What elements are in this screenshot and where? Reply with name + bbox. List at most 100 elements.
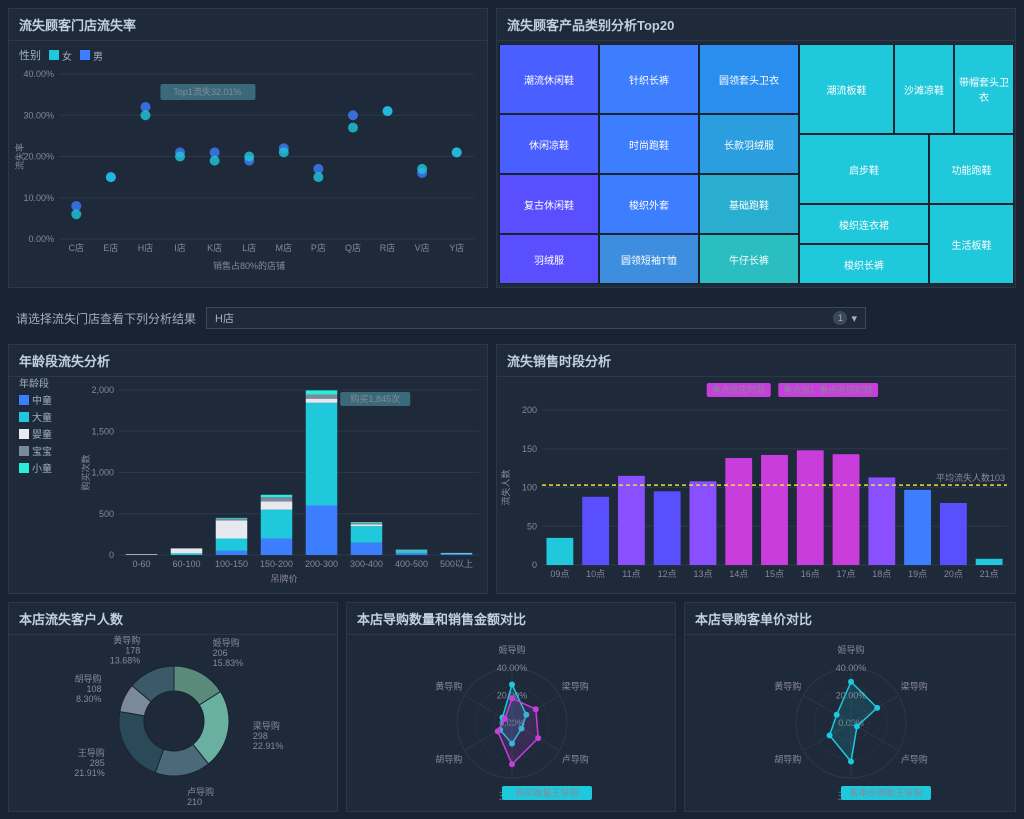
svg-text:购买数量王导购: 购买数量王导购 — [515, 787, 578, 798]
scatter-chart[interactable]: 0.00%10.00%20.00%30.00%40.00%流失率C店E店H店I店… — [9, 59, 489, 279]
svg-text:Q店: Q店 — [345, 242, 361, 253]
treemap-panel: 流失顾客产品类别分析Top20 潮流休闲鞋针织长裤圆领套头卫衣休闲凉鞋时尚跑鞋长… — [496, 8, 1016, 288]
svg-text:400-500: 400-500 — [395, 559, 428, 569]
svg-text:19点: 19点 — [908, 569, 927, 579]
svg-text:206: 206 — [213, 648, 228, 658]
treemap-cell[interactable]: 梭织长裤 — [799, 244, 929, 284]
svg-text:13.68%: 13.68% — [110, 655, 141, 665]
svg-text:500: 500 — [99, 509, 114, 519]
svg-text:12点: 12点 — [658, 569, 677, 579]
svg-text:11点: 11点 — [622, 569, 640, 579]
svg-text:重点巡店时段: 重点巡店时段 — [819, 384, 873, 395]
donut-panel: 本店流失客户人数 姬导购20615.83%梁导购29822.91%卢导购2101… — [8, 602, 338, 812]
svg-text:购买次数: 购买次数 — [80, 454, 91, 490]
svg-text:200-300: 200-300 — [305, 559, 338, 569]
selector-badge: 1 — [833, 311, 847, 325]
svg-text:16.14%: 16.14% — [187, 807, 218, 808]
svg-text:2,000: 2,000 — [91, 385, 114, 395]
svg-text:L店: L店 — [242, 242, 256, 253]
treemap-cell[interactable]: 启步鞋 — [799, 134, 929, 204]
svg-text:R店: R店 — [380, 242, 396, 253]
svg-text:胡导购: 胡导购 — [774, 754, 801, 765]
legend-swatch — [19, 463, 29, 473]
svg-text:150-200: 150-200 — [260, 559, 293, 569]
svg-text:梁导购: 梁导购 — [562, 681, 589, 692]
treemap-cell[interactable]: 针织长裤 — [599, 44, 699, 114]
age-bar-panel: 年龄段流失分析 年龄段 中童大童婴童宝宝小童 05001,0001,5002,0… — [8, 344, 488, 594]
radar2-chart[interactable]: 0.00%20.00%40.00%姬导购梁导购卢导购王导购胡导购黄导购客单价倒数… — [685, 633, 1017, 808]
treemap-cell[interactable]: 圆领短袖T恤 — [599, 234, 699, 284]
svg-text:21.91%: 21.91% — [74, 768, 105, 778]
treemap-cell[interactable]: 休闲凉鞋 — [499, 114, 599, 174]
svg-text:30.00%: 30.00% — [23, 110, 54, 120]
svg-text:20点: 20点 — [944, 569, 963, 579]
legend-item: 小童 — [19, 460, 79, 475]
legend-item: 大童 — [19, 409, 79, 424]
selector-label: 请选择流失门店查看下列分析结果 — [16, 310, 196, 327]
treemap-cell[interactable]: 潮流板鞋 — [799, 44, 894, 134]
scatter-panel: 流失顾客门店流失率 性别 女 男 0.00%10.00%20.00%30.00%… — [8, 8, 488, 288]
svg-text:K店: K店 — [207, 242, 222, 253]
donut-title: 本店流失客户人数 — [9, 603, 337, 635]
treemap-cell[interactable]: 梭织连衣裙 — [799, 204, 929, 244]
svg-text:吊牌价: 吊牌价 — [270, 573, 297, 584]
svg-text:梁导购: 梁导购 — [253, 720, 280, 731]
svg-text:姬导购: 姬导购 — [213, 637, 240, 648]
svg-text:50: 50 — [527, 521, 537, 531]
svg-text:0-60: 0-60 — [132, 559, 150, 569]
svg-text:178: 178 — [125, 645, 140, 655]
svg-text:10.00%: 10.00% — [23, 193, 54, 203]
legend-item: 中童 — [19, 392, 79, 407]
svg-text:黄导购: 黄导购 — [435, 681, 462, 692]
svg-text:22.91%: 22.91% — [253, 741, 284, 751]
radar1-title: 本店导购数量和销售金额对比 — [347, 603, 675, 635]
treemap-cell[interactable]: 圆领套头卫衣 — [699, 44, 799, 114]
treemap-cell[interactable]: 梭织外套 — [599, 174, 699, 234]
treemap-cell[interactable]: 复古休闲鞋 — [499, 174, 599, 234]
treemap-cell[interactable]: 长款羽绒服 — [699, 114, 799, 174]
treemap-chart[interactable]: 潮流休闲鞋针织长裤圆领套头卫衣休闲凉鞋时尚跑鞋长款羽绒服复古休闲鞋梭织外套基础跑… — [499, 44, 1015, 286]
chevron-down-icon[interactable]: ▾ — [851, 312, 857, 325]
svg-text:梁导购: 梁导购 — [901, 681, 928, 692]
treemap-cell[interactable]: 潮流休闲鞋 — [499, 44, 599, 114]
svg-text:210: 210 — [187, 797, 202, 807]
treemap-cell[interactable]: 功能跑鞋 — [929, 134, 1014, 204]
treemap-cell[interactable]: 基础跑鞋 — [699, 174, 799, 234]
treemap-cell[interactable]: 时尚跑鞋 — [599, 114, 699, 174]
radar1-chart[interactable]: 0.00%20.00%40.00%姬导购梁导购卢导购王导购胡导购黄导购购买数量王… — [347, 633, 677, 808]
treemap-cell[interactable]: 羽绒服 — [499, 234, 599, 284]
svg-text:8.30%: 8.30% — [76, 694, 102, 704]
svg-text:1,000: 1,000 — [91, 468, 114, 478]
legend-item: 婴童 — [19, 426, 79, 441]
radar2-title: 本店导购客单价对比 — [685, 603, 1015, 635]
treemap-cell[interactable]: 牛仔长裤 — [699, 234, 799, 284]
svg-text:18点: 18点 — [872, 569, 891, 579]
svg-text:150: 150 — [522, 444, 537, 454]
scatter-title: 流失顾客门店流失率 — [9, 9, 487, 41]
treemap-cell[interactable]: 带帽套头卫衣 — [954, 44, 1014, 134]
age-bar-chart[interactable]: 05001,0001,5002,000购买次数0-6060-100100-150… — [79, 380, 489, 590]
svg-text:500以上: 500以上 — [440, 559, 473, 569]
svg-text:P店: P店 — [311, 242, 326, 253]
donut-chart[interactable]: 姬导购20615.83%梁导购29822.91%卢导购21016.14%王导购2… — [9, 633, 339, 808]
svg-text:卢导购: 卢导购 — [187, 786, 214, 797]
svg-text:流失人数: 流失人数 — [500, 469, 511, 505]
svg-text:100-150: 100-150 — [215, 559, 248, 569]
time-bar-chart[interactable]: 050100150200流失人数09点10点11点12点13点14点15点16点… — [497, 375, 1017, 590]
svg-text:M店: M店 — [276, 242, 293, 253]
svg-text:10点: 10点 — [586, 569, 605, 579]
svg-text:王导购: 王导购 — [78, 747, 105, 758]
svg-text:20.00%: 20.00% — [23, 152, 54, 162]
store-selector[interactable]: H店 1 ▾ — [206, 307, 866, 329]
svg-text:300-400: 300-400 — [350, 559, 383, 569]
svg-text:E店: E店 — [103, 242, 118, 253]
time-bar-title: 流失销售时段分析 — [497, 345, 1015, 377]
selector-value: H店 — [215, 310, 234, 326]
treemap-cell[interactable]: 沙滩凉鞋 — [894, 44, 954, 134]
legend-swatch — [19, 412, 29, 422]
legend-swatch — [19, 395, 29, 405]
legend-swatch — [19, 429, 29, 439]
time-bar-panel: 流失销售时段分析 050100150200流失人数09点10点11点12点13点… — [496, 344, 1016, 594]
radar2-panel: 本店导购客单价对比 0.00%20.00%40.00%姬导购梁导购卢导购王导购胡… — [684, 602, 1016, 812]
treemap-cell[interactable]: 生活板鞋 — [929, 204, 1014, 284]
